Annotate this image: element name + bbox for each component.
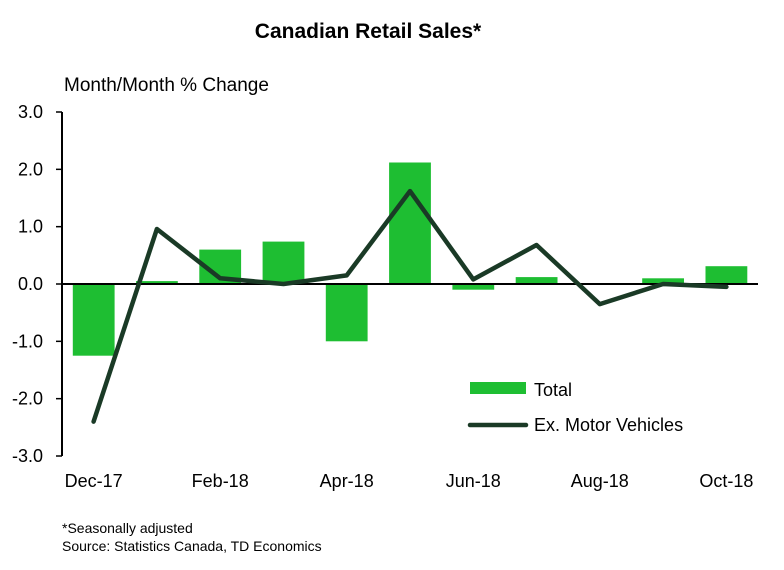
- y-tick-label: -3.0: [12, 446, 43, 466]
- x-tick-label: Jun-18: [446, 471, 501, 491]
- bar-dec-17: [72, 284, 115, 356]
- bar-jan-18: [136, 281, 178, 284]
- bar-mar-18: [262, 241, 305, 284]
- line-point-may-18: [408, 189, 412, 193]
- x-tick-label: Dec-17: [65, 471, 123, 491]
- y-axis-label: Month/Month % Change: [64, 75, 269, 96]
- line-point-sep-18: [661, 282, 665, 286]
- bar-may-18: [389, 162, 431, 284]
- line-point-jun-18: [471, 277, 475, 281]
- x-tick-label: Aug-18: [571, 471, 629, 491]
- line-point-apr-18: [345, 273, 349, 277]
- line-point-oct-18: [724, 285, 728, 289]
- line-point-aug-18: [598, 302, 602, 306]
- y-tick-label: -1.0: [12, 331, 43, 351]
- x-tick-label: Feb-18: [192, 471, 249, 491]
- legend-ex-motor-label: Ex. Motor Vehicles: [534, 415, 683, 435]
- x-tick-label: Oct-18: [699, 471, 753, 491]
- bar-jun-18: [452, 284, 495, 290]
- line-point-jul-18: [535, 243, 538, 247]
- line-point-mar-18: [282, 282, 285, 286]
- legend-total-swatch: [470, 382, 526, 394]
- y-tick-label: 2.0: [18, 159, 43, 179]
- bar-jul-18: [515, 277, 558, 284]
- line-point-jan-18: [155, 227, 159, 231]
- footnote-source: Source: Statistics Canada, TD Economics: [62, 538, 322, 554]
- x-tick-label: Apr-18: [320, 471, 374, 491]
- y-tick-label: 0.0: [18, 274, 43, 294]
- y-tick-label: -2.0: [12, 389, 43, 409]
- bar-sep-18: [642, 278, 684, 284]
- y-tick-label: 1.0: [18, 217, 43, 237]
- line-point-feb-18: [218, 276, 222, 280]
- footnote: *Seasonally adjusted Source: Statistics …: [62, 519, 322, 555]
- line-point-dec-17: [92, 420, 96, 424]
- y-tick-label: 3.0: [18, 102, 43, 122]
- bar-oct-18: [705, 266, 748, 284]
- footnote-seasonal: *Seasonally adjusted: [62, 520, 193, 536]
- bar-apr-18: [325, 284, 368, 342]
- legend-total-label: Total: [534, 380, 572, 400]
- chart-title: Canadian Retail Sales*: [254, 20, 482, 43]
